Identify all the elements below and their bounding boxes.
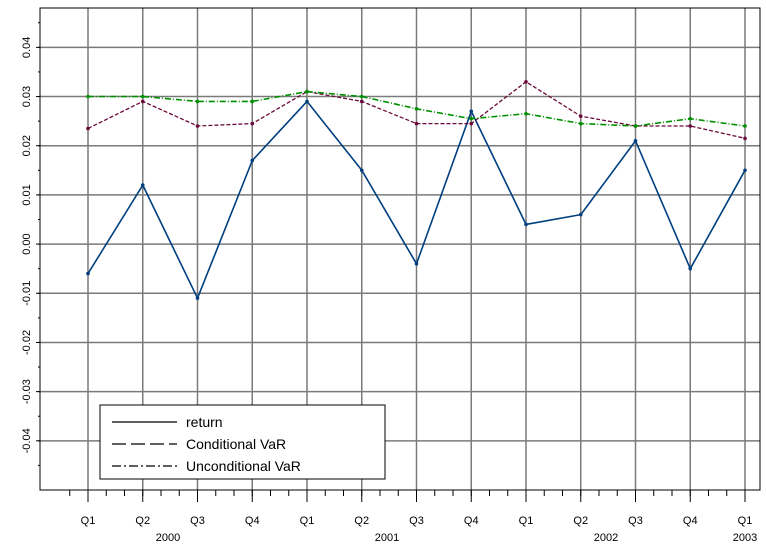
y-tick-label: -0.03 [21, 379, 33, 404]
series-return-point [86, 271, 90, 276]
legend-label-return: return [186, 414, 223, 430]
series-return-point [250, 158, 255, 163]
x-tick-label: Q3 [409, 515, 424, 527]
series-return-point [743, 168, 747, 173]
series-conditional-var-point [469, 121, 474, 126]
series-conditional-var-point [578, 114, 583, 119]
series-unconditional-var-point [578, 121, 583, 126]
series-return-point [140, 183, 145, 187]
x-tick-label: Q2 [573, 515, 588, 527]
x-year-label: 2003 [733, 532, 757, 544]
series-conditional-var-point [359, 99, 364, 104]
x-tick-label: Q3 [628, 515, 643, 527]
x-year-label: 2001 [375, 532, 399, 544]
series-return-point [524, 222, 528, 227]
x-tick-label: Q3 [190, 515, 205, 527]
series-return-point [305, 99, 309, 104]
series-conditional-var-point [250, 121, 255, 126]
x-tick-label: Q1 [81, 515, 96, 527]
series-unconditional-var-point [633, 124, 638, 128]
series-unconditional-var-point [195, 99, 200, 104]
y-tick-label: 0.03 [21, 86, 33, 107]
series-return-point [359, 168, 364, 173]
axes: 0.04 0.03 0.02 0.01 0.00 -0.01 -0.02 -0.03 -0.04… [21, 22, 757, 544]
x-tick-label: Q1 [738, 515, 753, 527]
series-conditional-var-point [195, 124, 200, 128]
series-conditional-var-point [688, 124, 693, 128]
y-tick-label: 0.01 [21, 184, 33, 205]
y-tick-label: -0.01 [21, 281, 33, 306]
series-return-point [469, 109, 474, 114]
legend-label-conditional-var: Conditional VaR [186, 436, 286, 452]
x-tick-label: Q4 [683, 515, 698, 527]
legend: return Conditional VaR Unconditional VaR [99, 404, 386, 480]
series-conditional-var-point [414, 121, 419, 126]
plot-frame [39, 7, 761, 491]
y-tick-label: -0.02 [21, 330, 33, 355]
y-tick-label: 0.02 [21, 135, 33, 156]
y-tick-label: 0.04 [21, 37, 33, 58]
x-tick-label: Q2 [354, 515, 369, 527]
legend-label-unconditional-var: Unconditional VaR [186, 458, 301, 474]
series-unconditional-var-point [305, 89, 309, 94]
series-return-point [688, 266, 693, 271]
series-unconditional-var-point [469, 116, 474, 121]
x-tick-label: Q1 [300, 515, 315, 527]
series-unconditional-var-point [86, 94, 90, 99]
x-tick-label: Q2 [135, 515, 150, 527]
legend-box [99, 404, 386, 480]
x-year-label: 2002 [594, 532, 618, 544]
series-unconditional-var-point [524, 111, 528, 116]
series-conditional-var-point [743, 136, 747, 141]
y-tick-label: 0.00 [21, 233, 33, 254]
x-tick-label: Q4 [245, 515, 260, 527]
series-return-point [633, 138, 638, 143]
series-unconditional-var-point [359, 94, 364, 99]
series-return-point [414, 261, 419, 266]
series-unconditional-var-point [688, 116, 693, 121]
series-conditional-var-point [86, 126, 90, 131]
series-return-point [195, 296, 200, 300]
series-conditional-var-point [524, 79, 528, 84]
x-tick-label: Q1 [519, 515, 534, 527]
series-return-point [578, 212, 583, 217]
series-unconditional-var-point [743, 124, 747, 128]
series-unconditional-var-point [250, 99, 255, 104]
x-year-label: 2000 [156, 532, 180, 544]
series-unconditional-var-point [414, 107, 419, 111]
series-unconditional-var-point [140, 94, 145, 99]
x-tick-label: Q4 [464, 515, 479, 527]
series-layer [86, 79, 747, 300]
series-conditional-var-point [140, 99, 145, 104]
y-tick-label: -0.04 [21, 428, 33, 453]
